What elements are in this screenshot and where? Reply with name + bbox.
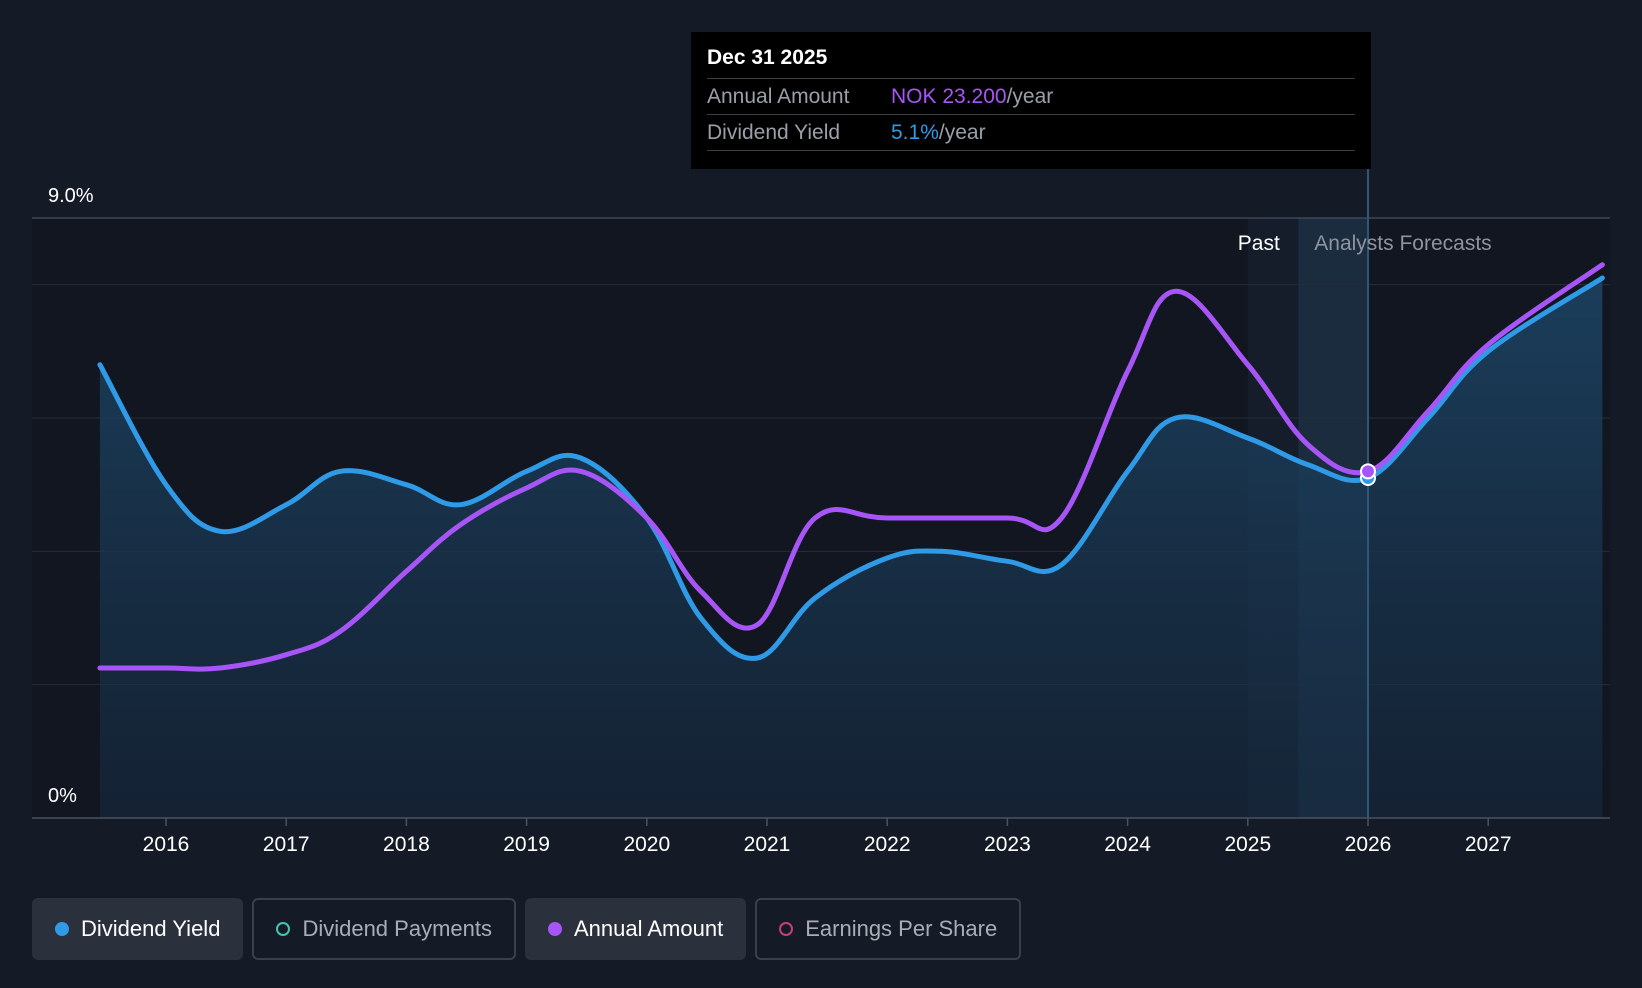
- tooltip-annual-amount-row: Annual Amount NOK 23.200 /year: [707, 79, 1355, 115]
- tooltip-annual-amount-value: NOK 23.200: [891, 85, 1007, 108]
- x-tick-label: 2018: [383, 833, 430, 856]
- legend-earnings-per-share[interactable]: Earnings Per Share: [755, 898, 1022, 960]
- x-tick-label: 2025: [1224, 833, 1271, 856]
- tooltip-dividend-yield-value: 5.1%: [891, 121, 939, 144]
- dividend-yield-dot-icon: [55, 922, 69, 936]
- legend-dividend-yield[interactable]: Dividend Yield: [32, 898, 244, 960]
- y-axis-top-label: 9.0%: [48, 185, 94, 207]
- legend-annual-amount[interactable]: Annual Amount: [524, 898, 747, 960]
- dividend-yield-line[interactable]: [97, 275, 1605, 661]
- x-tick-label: 2021: [744, 833, 791, 856]
- earnings-per-share-ring-icon: [779, 922, 794, 936]
- x-tick-label: 2023: [984, 833, 1031, 856]
- x-tick-label: 2019: [503, 833, 550, 856]
- tooltip-dividend-yield-label: Dividend Yield: [707, 121, 841, 144]
- x-tick-label: 2026: [1345, 833, 1392, 856]
- annual-amount-line[interactable]: [97, 262, 1605, 672]
- legend-annual-amount-label: Annual Amount: [573, 916, 724, 941]
- x-tick-label: 2016: [143, 833, 190, 856]
- legend-dividend-payments-label: Dividend Payments: [302, 916, 492, 941]
- annual-amount-dot-icon: [547, 922, 562, 936]
- tooltip-annual-amount-unit: /year: [1006, 85, 1054, 108]
- y-axis-bottom-label: 0%: [48, 785, 77, 807]
- analysts-forecasts-label: Analysts Forecasts: [1314, 232, 1491, 255]
- dividend-yield-area: [99, 278, 1603, 818]
- chart-tooltip: Dec 31 2025 Annual Amount NOK 23.200 /ye…: [691, 32, 1371, 169]
- x-axis-ticks: 2016 2017 2018 2019 2020 2021 2022 2023 2024 2025…: [143, 818, 1512, 856]
- x-tick-label: 2022: [864, 833, 911, 856]
- x-tick-label: 2027: [1465, 833, 1512, 856]
- dividend-chart: 2016 2017 2018 2019 2020 2021 2022 2023 2024 2025…: [32, 169, 1610, 856]
- x-tick-label: 2024: [1104, 833, 1151, 856]
- annual-amount-marker[interactable]: [1360, 463, 1376, 480]
- chart-legend: Dividend Yield Dividend Payments Annual …: [32, 898, 1030, 960]
- tooltip-dividend-yield-row: Dividend Yield 5.1% /year: [707, 115, 1355, 151]
- legend-dividend-payments[interactable]: Dividend Payments: [252, 898, 516, 960]
- tooltip-annual-amount-label: Annual Amount: [707, 85, 850, 108]
- tooltip-dividend-yield-unit: /year: [938, 121, 986, 144]
- legend-dividend-yield-label: Dividend Yield: [81, 916, 221, 941]
- tooltip-date: Dec 31 2025: [707, 46, 1355, 79]
- dividend-payments-ring-icon: [276, 922, 291, 936]
- past-label: Past: [1238, 232, 1280, 255]
- x-tick-label: 2017: [263, 833, 310, 856]
- x-tick-label: 2020: [623, 833, 670, 856]
- legend-earnings-per-share-label: Earnings Per Share: [805, 916, 998, 941]
